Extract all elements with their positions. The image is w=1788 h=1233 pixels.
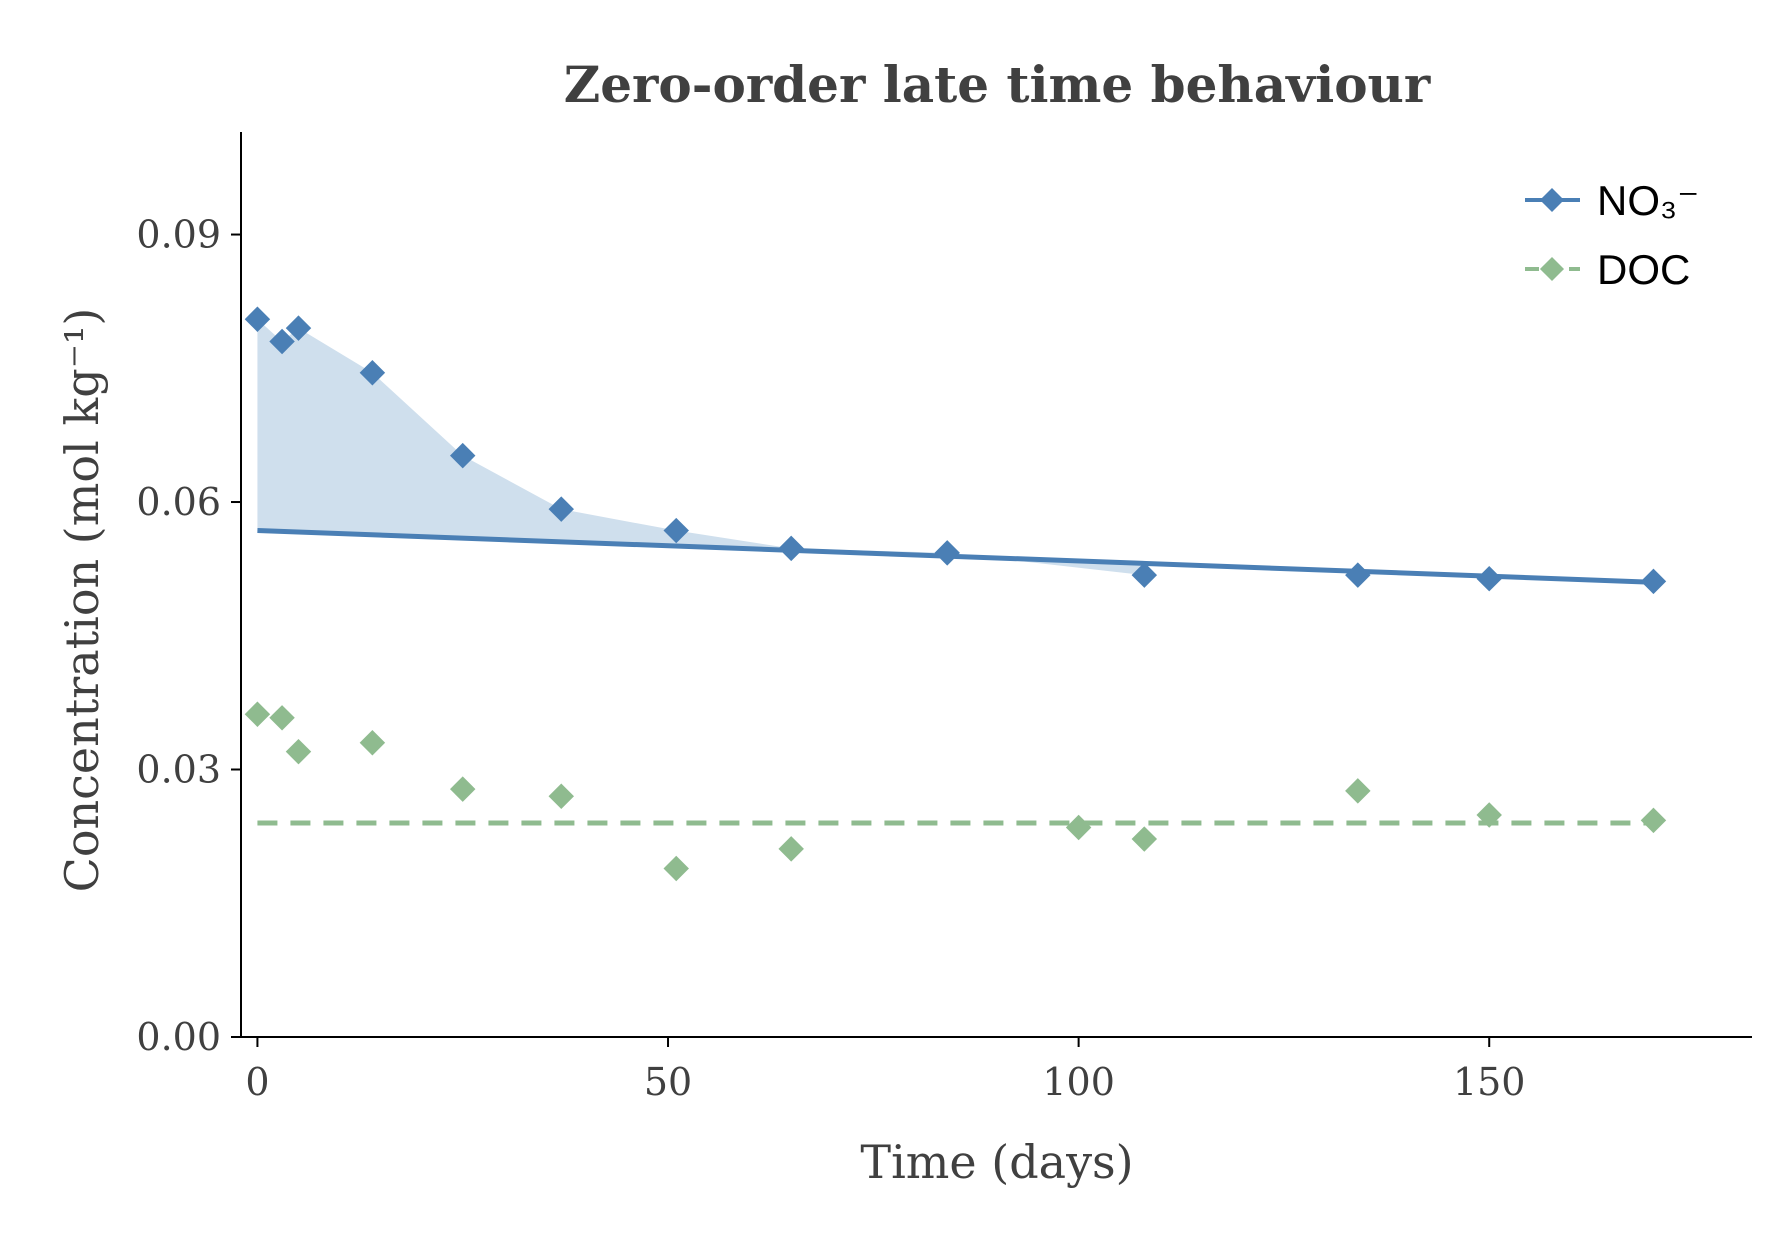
chart-title: Zero-order late time behaviour: [564, 55, 1431, 114]
legend-label-doc: DOC: [1597, 246, 1690, 293]
data-point-no3: [1640, 568, 1667, 595]
y-axis-label: Concentration (mol kg⁻¹): [55, 308, 109, 893]
data-point-no3: [1345, 562, 1371, 588]
x-tick-label: 100: [1042, 1060, 1115, 1104]
data-point-doc: [359, 730, 386, 756]
y-tick-label: 0.03: [136, 748, 221, 792]
legend: NO₃⁻ DOC: [1525, 177, 1699, 293]
legend-marker-no3: [1539, 187, 1565, 213]
data-point-no3: [449, 442, 476, 469]
x-tick-label: 50: [644, 1060, 692, 1104]
data-point-no3: [269, 328, 295, 355]
legend-item-doc: DOC: [1525, 246, 1690, 293]
data-point-doc: [1345, 778, 1371, 804]
x-axis-label: Time (days): [860, 1135, 1133, 1189]
data-point-no3: [244, 306, 271, 332]
data-point-doc: [1640, 807, 1667, 834]
data-point-no3: [934, 540, 960, 566]
plot-area: [244, 306, 1667, 882]
y-tick-label: 0.06: [136, 480, 221, 524]
data-point-doc: [1065, 814, 1092, 841]
data-point-doc: [269, 705, 295, 731]
data-point-doc: [1131, 826, 1158, 852]
x-tick-label: 150: [1453, 1060, 1526, 1104]
legend-item-no3: NO₃⁻: [1525, 177, 1699, 224]
data-point-doc: [663, 855, 689, 882]
legend-label-no3: NO₃⁻: [1597, 177, 1699, 224]
data-point-no3: [359, 360, 386, 386]
data-point-doc: [449, 776, 476, 802]
data-point-no3: [1476, 565, 1502, 592]
no3-shaded-area: [257, 319, 1145, 576]
data-point-no3: [663, 517, 689, 544]
data-point-no3: [285, 315, 312, 341]
x-tick-label: 0: [245, 1060, 269, 1104]
axes: [240, 132, 1752, 1038]
data-point-doc: [244, 701, 271, 727]
data-point-doc: [285, 738, 312, 765]
ticks: 0 50 100 150 0.00 0.03 0.06 0.09: [136, 213, 1525, 1104]
legend-marker-doc: [1539, 256, 1565, 282]
y-tick-label: 0.09: [136, 213, 221, 257]
data-point-doc: [548, 783, 574, 809]
y-tick-label: 0.00: [136, 1015, 221, 1059]
data-point-doc: [778, 836, 804, 862]
data-point-no3: [778, 535, 804, 562]
